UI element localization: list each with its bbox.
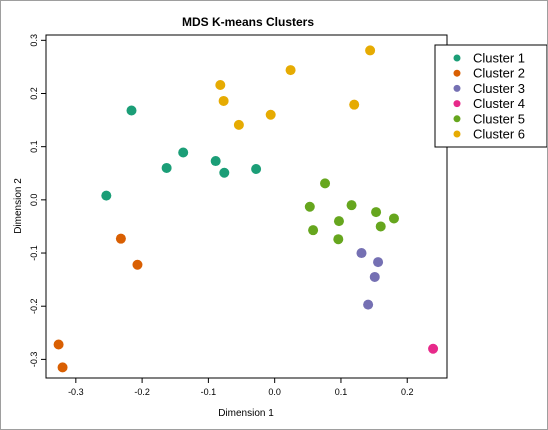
x-tick-label: 0.2	[401, 387, 414, 397]
data-point-cluster-5	[308, 225, 319, 236]
data-point-cluster-2	[57, 362, 68, 373]
data-point-cluster-1	[210, 156, 221, 167]
data-point-cluster-2	[115, 233, 126, 244]
data-point-cluster-2	[132, 259, 143, 270]
y-axis: -0.3 -0.2 -0.1 0.0 0.1 0.2 0.3	[29, 34, 46, 367]
data-point-cluster-2	[53, 339, 64, 350]
y-tick-label: 0.1	[29, 140, 39, 153]
x-tick-label: -0.1	[201, 387, 217, 397]
y-tick-label: -0.3	[29, 352, 39, 368]
data-point-cluster-6	[218, 95, 229, 106]
data-point-cluster-3	[369, 271, 380, 282]
data-point-cluster-1	[219, 167, 230, 178]
legend-label: Cluster 4	[473, 96, 525, 111]
legend-label: Cluster 6	[473, 127, 525, 142]
data-point-cluster-3	[363, 299, 374, 310]
legend-marker	[453, 54, 461, 62]
legend-marker	[453, 69, 461, 77]
data-point-cluster-6	[233, 119, 244, 130]
y-axis-label: Dimension 2	[13, 178, 24, 234]
plot-area	[45, 34, 448, 379]
data-point-cluster-6	[215, 79, 226, 90]
data-point-cluster-5	[375, 221, 386, 232]
data-point-cluster-6	[285, 65, 296, 76]
data-point-cluster-5	[371, 207, 382, 218]
data-point-cluster-1	[101, 190, 112, 201]
x-tick-label: -0.3	[68, 387, 84, 397]
data-point-cluster-3	[356, 248, 367, 259]
legend-marker	[453, 115, 461, 123]
x-axis: -0.3 -0.2 -0.1 0.0 0.1 0.2	[68, 378, 413, 397]
data-point-cluster-5	[333, 234, 344, 245]
data-point-cluster-1	[251, 164, 262, 175]
data-point-cluster-6	[365, 45, 376, 56]
data-point-cluster-5	[304, 201, 315, 212]
data-point-cluster-3	[373, 257, 384, 268]
data-points	[53, 45, 439, 373]
data-point-cluster-1	[178, 147, 189, 158]
legend-marker	[453, 130, 461, 138]
data-point-cluster-5	[320, 178, 331, 189]
chart-title: MDS K-means Clusters	[182, 15, 314, 29]
legend-marker	[453, 100, 461, 108]
data-point-cluster-5	[346, 200, 357, 211]
data-point-cluster-1	[126, 105, 137, 116]
data-point-cluster-6	[349, 99, 360, 110]
x-tick-label: -0.2	[134, 387, 150, 397]
data-point-cluster-5	[388, 213, 399, 224]
data-point-cluster-1	[161, 162, 172, 173]
x-axis-label: Dimension 1	[218, 408, 274, 419]
y-tick-label: -0.1	[29, 245, 39, 261]
legend-label: Cluster 3	[473, 81, 525, 96]
x-tick-label: 0.1	[335, 387, 348, 397]
y-tick-label: 0.0	[29, 194, 39, 207]
y-tick-label: 0.2	[29, 87, 39, 100]
data-point-cluster-5	[333, 216, 344, 227]
legend-label: Cluster 5	[473, 111, 525, 126]
y-tick-label: -0.2	[29, 298, 39, 314]
y-tick-label: 0.3	[29, 34, 39, 47]
x-tick-label: 0.0	[268, 387, 281, 397]
legend-box	[434, 44, 547, 148]
legend-label: Cluster 1	[473, 51, 525, 66]
legend-label: Cluster 2	[473, 66, 525, 81]
data-point-cluster-4	[428, 343, 439, 354]
legend-marker	[453, 84, 461, 92]
data-point-cluster-6	[265, 109, 276, 120]
